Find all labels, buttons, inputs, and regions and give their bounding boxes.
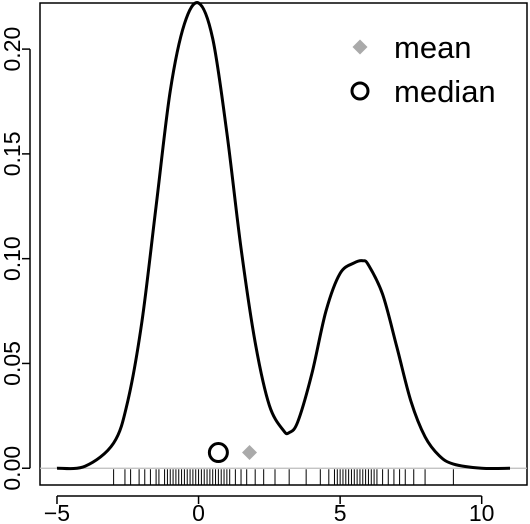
x-tick-label: 10 — [469, 500, 495, 524]
legend-mean-label: mean — [394, 30, 472, 65]
y-tick-label: 0.10 — [0, 236, 25, 281]
x-tick-label: 0 — [192, 500, 205, 524]
y-tick-label: 0.00 — [0, 446, 25, 491]
x-axis: −5 0 5 10 — [44, 495, 495, 524]
density-curve — [56, 1, 511, 471]
y-tick-label: 0.05 — [0, 341, 25, 386]
rug-marks — [113, 469, 454, 486]
y-axis: 0.00 0.05 0.10 0.15 0.20 — [0, 27, 31, 491]
plot-frame — [39, 2, 528, 486]
mean-point — [242, 445, 258, 461]
legend-mean-marker — [352, 39, 368, 55]
legend: mean median — [350, 30, 496, 109]
legend-median-label: median — [394, 74, 496, 109]
y-tick-label: 0.20 — [0, 27, 25, 72]
summary-points — [207, 442, 258, 464]
legend-median-marker — [350, 81, 370, 101]
x-tick-label: 5 — [334, 500, 347, 524]
y-tick-label: 0.15 — [0, 132, 25, 177]
median-point — [207, 442, 229, 464]
x-tick-label: −5 — [44, 500, 70, 524]
